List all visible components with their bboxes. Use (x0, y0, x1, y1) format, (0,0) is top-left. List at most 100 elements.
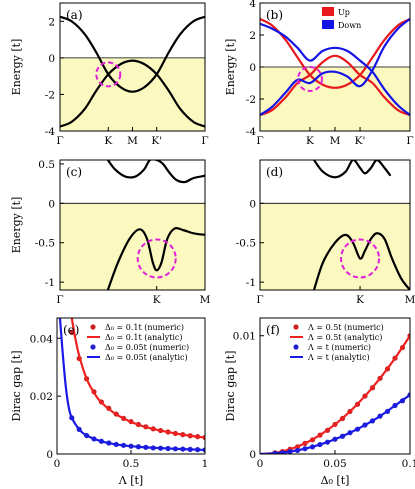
legend-label: Up (338, 8, 350, 17)
y-tick-label: -4 (45, 126, 56, 138)
highlight-circle (296, 66, 323, 92)
y-tick-label: 2 (48, 16, 55, 28)
legend-label: Λ = t (analytic) (307, 353, 370, 362)
legend-marker (90, 344, 96, 350)
legend-marker (293, 344, 299, 350)
x-tick-label: K (153, 294, 161, 306)
x-tick-label: K' (355, 135, 366, 147)
y-axis-label: Energy [t] (10, 39, 23, 96)
series-line (260, 393, 410, 454)
legend-marker (90, 324, 96, 330)
legend-swatch (322, 7, 334, 16)
series-line (106, 160, 205, 184)
x-tick-label: Γ (201, 135, 208, 147)
series-line (70, 318, 205, 439)
plot-frame (59, 159, 206, 291)
highlight-circle (136, 238, 177, 279)
panel-0: Γ K M K' Γ 2 0 -2 -4 (a) Energy [t] (10, 2, 209, 147)
y-tick-label: -1 (45, 277, 55, 289)
y-tick-label: 0.02 (30, 391, 53, 403)
y-axis-label: Dirac gap [t] (10, 351, 23, 422)
legend-label: Δ₀ = 0.1t (numeric) (105, 323, 184, 332)
x-tick-label: M (330, 135, 341, 147)
y-tick-label: 0 (249, 62, 256, 74)
y-tick-label: 0.5 (38, 159, 55, 171)
occupied-region (60, 203, 205, 290)
x-axis-label: Δ₀ [t] (321, 474, 350, 487)
x-tick-label: K (104, 135, 112, 147)
panel-4: 0 0.5 1 0 0.02 0.04 (e) Dirac gap [t] Λ [t] Δ₀ = … (10, 317, 209, 487)
panel-label: (e) (63, 323, 79, 337)
y-tick-label: -4 (246, 126, 257, 138)
series-line (106, 226, 205, 290)
occupied-region (60, 57, 205, 131)
series-line (312, 232, 410, 290)
x-tick-label: Γ (56, 294, 63, 306)
legend-label: Δ₀ = 0.05t (analytic) (105, 353, 188, 362)
panel-label: (d) (266, 165, 283, 179)
y-tick-label: 0 (46, 449, 53, 461)
plot-frame (259, 159, 411, 291)
y-axis-label: Energy [t] (10, 197, 23, 254)
x-tick-label: K' (151, 135, 162, 147)
legend-label: Λ = 0.5t (numeric) (307, 323, 384, 332)
x-tick-label: Γ (256, 294, 263, 306)
y-tick-label: 0 (48, 198, 55, 210)
series-line (260, 54, 410, 117)
highlight-circle (340, 238, 381, 279)
x-tick-label: 0.5 (123, 458, 140, 470)
panel-1: Γ K M K' Γ 4 2 0 -2 -4 (b) Energy [t] Up Down (224, 0, 414, 147)
legend-label: Δ₀ = 0.1t (analytic) (105, 333, 183, 342)
series-line (260, 18, 410, 116)
plot-frame (259, 2, 411, 132)
legend-label: Δ₀ = 0.05t (numeric) (105, 343, 189, 352)
panel-2: Γ K M 0.5 0 -0.5 -1 (c) Energy [t] (10, 159, 211, 306)
panel-label: (f) (266, 323, 280, 337)
x-tick-label: 0 (257, 458, 264, 470)
panel-5: 0 0.05 0.1 0 0.01 (f) Dirac gap [t] Δ₀ [t] Λ = 0… (224, 317, 415, 487)
legend-marker (293, 324, 299, 330)
y-axis-label: Energy [t] (224, 39, 237, 96)
x-tick-label: M (200, 294, 211, 306)
y-tick-label: 4 (249, 0, 256, 10)
y-tick-label: 0.04 (30, 333, 54, 345)
x-tick-label: 0.05 (323, 458, 346, 470)
panel-label: (b) (266, 8, 283, 22)
plot-frame (59, 2, 206, 132)
x-tick-label: 0 (54, 458, 61, 470)
occupied-region (260, 203, 410, 290)
highlight-circle (95, 61, 122, 88)
series-line (58, 318, 205, 452)
y-tick-label: 0 (249, 449, 256, 461)
series-line (260, 335, 410, 454)
x-tick-label: M (405, 294, 415, 306)
y-tick-label: 0 (249, 198, 256, 210)
y-tick-label: 0.01 (233, 331, 256, 343)
y-tick-label: -0.5 (236, 238, 256, 250)
legend-swatch (322, 20, 334, 29)
y-tick-label: -2 (246, 94, 256, 106)
y-tick-label: 2 (249, 30, 256, 42)
series-line (260, 22, 410, 116)
x-tick-label: K (356, 294, 364, 306)
panel-label: (c) (66, 165, 82, 179)
y-tick-label: -0.5 (35, 238, 55, 250)
plot-frame (259, 317, 411, 455)
series-line (60, 15, 205, 93)
x-tick-label: K (306, 135, 314, 147)
series-line (260, 18, 410, 89)
panel-3: Γ K M 0 -0.5 -1 (d) (236, 159, 415, 306)
x-tick-label: 1 (202, 458, 209, 470)
panel-label: (a) (66, 8, 83, 22)
x-tick-label: Γ (256, 135, 263, 147)
x-tick-label: Γ (56, 135, 63, 147)
y-tick-label: 0 (48, 53, 55, 65)
x-tick-label: M (127, 135, 138, 147)
series-line (313, 160, 392, 179)
legend-label: Λ = t (numeric) (307, 343, 371, 352)
x-tick-label: 0.1 (402, 458, 415, 470)
y-tick-label: -2 (45, 89, 55, 101)
legend-label: Down (338, 21, 361, 30)
x-axis-label: Λ [t] (118, 474, 143, 487)
